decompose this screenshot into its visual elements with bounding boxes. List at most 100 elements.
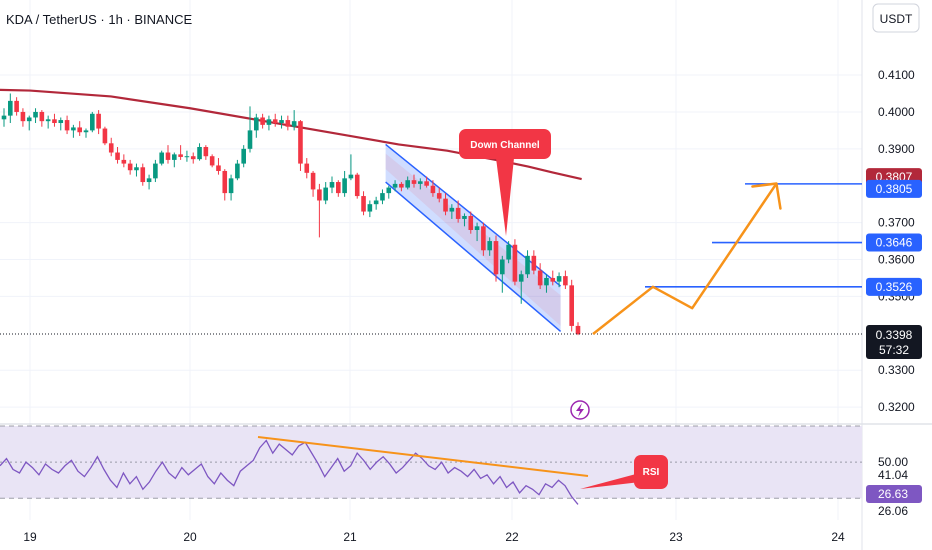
projection-path[interactable] [592, 182, 778, 336]
rsi-panel[interactable]: RSI 50.00 26.06 41.04 26.63 [0, 425, 922, 518]
candle[interactable] [222, 170, 228, 194]
candle[interactable] [468, 215, 474, 230]
candle[interactable] [1, 115, 7, 120]
rsi-trendline[interactable] [257, 436, 589, 477]
candle[interactable] [348, 174, 354, 179]
candle[interactable] [209, 156, 215, 166]
candle[interactable] [380, 193, 385, 201]
candle[interactable] [285, 120, 291, 127]
candle[interactable] [90, 113, 95, 131]
candle[interactable] [235, 163, 240, 179]
candle[interactable] [190, 156, 196, 160]
candle[interactable] [537, 270, 543, 286]
candle[interactable] [247, 130, 253, 149]
candle[interactable] [45, 119, 51, 122]
candle[interactable] [197, 146, 202, 160]
candle[interactable] [115, 152, 120, 160]
candle[interactable] [8, 100, 13, 116]
candle[interactable] [134, 167, 139, 171]
candle[interactable] [405, 180, 410, 188]
candle[interactable] [556, 276, 562, 282]
candle[interactable] [392, 183, 398, 188]
candle[interactable] [64, 120, 70, 131]
candle[interactable] [83, 130, 89, 133]
candle[interactable] [102, 128, 108, 144]
candle[interactable] [361, 196, 366, 212]
candle[interactable] [563, 276, 568, 286]
candle[interactable] [77, 127, 82, 133]
candle[interactable] [493, 241, 499, 275]
candle[interactable] [33, 111, 38, 118]
candle[interactable] [323, 187, 328, 201]
candle[interactable] [71, 127, 76, 131]
candle[interactable] [272, 119, 278, 124]
candle[interactable] [455, 207, 461, 219]
candle[interactable] [500, 259, 505, 275]
price-axis[interactable]: 0.41000.40000.39000.37000.36000.35000.33… [866, 68, 922, 414]
candle[interactable] [127, 163, 133, 171]
candle[interactable] [443, 198, 448, 212]
candle[interactable] [291, 121, 297, 127]
candle[interactable] [525, 255, 530, 275]
candle[interactable] [216, 165, 221, 171]
candle[interactable] [241, 148, 246, 164]
candle[interactable] [165, 152, 171, 160]
candle[interactable] [506, 244, 511, 260]
moving-average-line[interactable] [0, 88, 582, 181]
candle[interactable] [279, 120, 284, 124]
candle[interactable] [336, 182, 341, 194]
candle[interactable] [20, 111, 26, 122]
candle[interactable] [575, 325, 581, 335]
candle[interactable] [544, 277, 549, 286]
candle[interactable] [418, 181, 423, 184]
candle[interactable] [512, 244, 518, 282]
candle[interactable] [153, 163, 158, 179]
channel-lower-line[interactable] [385, 181, 562, 333]
candle[interactable] [178, 154, 183, 157]
candle[interactable] [367, 204, 373, 212]
currency-button[interactable]: USDT [872, 3, 920, 33]
candle[interactable] [386, 187, 392, 194]
candle[interactable] [354, 174, 360, 197]
candle[interactable] [140, 167, 146, 183]
candle[interactable] [462, 215, 467, 219]
candle[interactable] [399, 183, 404, 188]
candle[interactable] [203, 146, 209, 157]
candle[interactable] [266, 119, 272, 125]
candle[interactable] [373, 200, 379, 205]
candle[interactable] [474, 226, 480, 230]
candle[interactable] [481, 226, 486, 251]
candle[interactable] [58, 120, 64, 124]
candle[interactable] [487, 241, 492, 251]
candle[interactable] [14, 100, 19, 112]
candle[interactable] [228, 178, 234, 194]
candle[interactable] [52, 119, 57, 124]
lightning-icon[interactable] [570, 400, 590, 420]
candle[interactable] [39, 111, 45, 122]
candle[interactable] [146, 178, 152, 183]
candle[interactable] [317, 189, 322, 201]
down-channel-callout[interactable]: Down Channel [459, 129, 551, 236]
candle[interactable] [430, 185, 436, 194]
candle[interactable] [304, 163, 310, 173]
channel-upper-line[interactable] [385, 143, 562, 287]
candle[interactable] [172, 154, 177, 160]
candle[interactable] [184, 156, 190, 158]
candle[interactable] [254, 117, 259, 131]
time-axis[interactable]: 19 20 21 22 23 24 [23, 530, 845, 544]
candle[interactable] [121, 159, 127, 164]
candle[interactable] [518, 274, 524, 282]
candle[interactable] [569, 285, 574, 326]
candle[interactable] [550, 277, 556, 282]
candle[interactable] [449, 207, 455, 212]
candle[interactable] [96, 113, 101, 129]
candle[interactable] [298, 121, 303, 164]
candle[interactable] [531, 255, 537, 271]
candle[interactable] [159, 152, 164, 164]
candle[interactable] [424, 181, 429, 186]
candle[interactable] [260, 117, 265, 125]
candle[interactable] [26, 117, 32, 122]
rsi-line[interactable] [0, 439, 579, 505]
candle[interactable] [108, 143, 114, 153]
rsi-callout[interactable]: RSI [580, 455, 668, 489]
